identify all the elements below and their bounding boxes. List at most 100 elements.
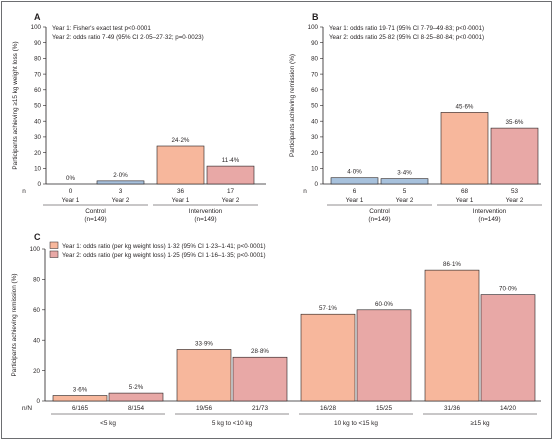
n-row-label: n/N [22, 405, 32, 412]
y-tick-label: 50 [34, 103, 41, 110]
bar-n-count: 5 [403, 188, 407, 195]
y-tick-label: 10 [311, 166, 318, 173]
panel-letter: B [312, 12, 319, 22]
y-tick-label: 50 [311, 103, 318, 110]
bar-value-label: 28·8% [251, 348, 269, 355]
bar-n-count: 0 [69, 188, 73, 195]
bar-n-count: 53 [511, 188, 519, 195]
bar-year-label: Year 1 [346, 197, 364, 204]
bar-year-label: Year 2 [112, 197, 130, 204]
group-n: (n=149) [478, 216, 500, 223]
bar-value-label: 24·2% [172, 137, 190, 144]
bar-value-label: 5·2% [129, 384, 144, 391]
panel-c: C 0 20 40 60 80 100 Participants achieving remi… [11, 232, 541, 427]
bar-n-count: 15/25 [376, 405, 392, 412]
panel-b: B 0 10 20 30 40 50 60 70 80 90 100 Participants achi… [289, 12, 542, 223]
group-n: (n=149) [368, 216, 390, 223]
group-n: (n=149) [194, 216, 216, 223]
bar-year-label: Year 1 [172, 197, 190, 204]
category-label: ≥15 kg [470, 420, 490, 427]
bar-n-count: 14/20 [500, 405, 516, 412]
bar-n-count: 68 [461, 188, 469, 195]
y-tick-label: 0 [37, 398, 41, 405]
n-row-label: n [303, 188, 307, 195]
bar-value-label: 2·0% [113, 172, 128, 179]
panel-letter: C [34, 232, 41, 242]
bar-n-count: 21/73 [252, 405, 268, 412]
y-tick-label: 70 [311, 71, 318, 78]
y-tick-label: 60 [311, 87, 318, 94]
bar-value-label: 45·6% [456, 103, 474, 110]
bar [330, 177, 379, 185]
bar-n-count: 36 [177, 188, 185, 195]
stat-note: Year 1: Fisher's exact test p<0·0001 [52, 25, 151, 32]
y-tick-label: 100 [30, 246, 41, 253]
bar-value-label: 0% [66, 175, 75, 182]
bar-value-label: 70·0% [499, 286, 517, 293]
bar [176, 349, 232, 402]
bar-value-label: 33·9% [195, 340, 213, 347]
category-label: 5 kg to <10 kg [212, 420, 253, 427]
y-tick-label: 100 [31, 24, 42, 31]
stat-note: Year 1: odds ratio 19·71 (95% CI 7·79–49… [329, 25, 484, 32]
y-tick-label: 90 [34, 40, 41, 47]
category-label: <5 kg [100, 420, 116, 427]
y-tick-label: 10 [34, 166, 41, 173]
y-tick-label: 20 [33, 368, 40, 375]
y-tick-label: 40 [34, 118, 41, 125]
y-tick-label: 30 [311, 134, 318, 141]
bar-value-label: 35·6% [506, 119, 524, 126]
group-name: Control [85, 208, 106, 215]
group-name: Intervention [473, 208, 507, 215]
bar-value-label: 3·6% [73, 387, 88, 394]
bar [156, 145, 205, 185]
y-tick-label: 40 [311, 118, 318, 125]
bar-n-count: 16/28 [320, 405, 336, 412]
bar-value-label: 11·4% [222, 157, 240, 164]
y-tick-label: 60 [33, 307, 40, 314]
y-axis-title: Participants achieving remission (%) [11, 274, 18, 377]
bar [52, 395, 108, 402]
bar [356, 309, 412, 402]
bar-year-label: Year 1 [62, 197, 80, 204]
legend-swatch [49, 250, 59, 258]
bar [232, 356, 288, 402]
y-axis-title: Participants achieving ≥15 kg weight los… [12, 41, 19, 169]
bar-n-count: 8/154 [128, 405, 144, 412]
y-tick-label: 20 [34, 150, 41, 157]
bar-value-label: 3·4% [397, 170, 412, 177]
y-tick-label: 0 [38, 181, 42, 188]
bar [490, 127, 539, 185]
y-tick-label: 70 [34, 71, 41, 78]
bar-year-label: Year 2 [222, 197, 240, 204]
bar-year-label: Year 2 [396, 197, 414, 204]
y-tick-label: 40 [33, 337, 40, 344]
bar-value-label: 60·0% [375, 301, 393, 308]
bar [108, 392, 164, 402]
legend-label: Year 2: odds ratio (per kg weight loss) … [62, 252, 266, 259]
bar-year-label: Year 1 [456, 197, 474, 204]
group-name: Control [369, 208, 390, 215]
bar [380, 178, 429, 185]
bar-n-count: 31/36 [444, 405, 460, 412]
bar-value-label: 86·1% [443, 261, 461, 268]
y-tick-label: 100 [308, 24, 319, 31]
bar-value-label: 4·0% [347, 169, 362, 176]
y-tick-label: 90 [311, 40, 318, 47]
bar-n-count: 6 [353, 188, 357, 195]
bar [206, 165, 255, 185]
bar-value-label: 57·1% [319, 305, 337, 312]
y-axis-title: Participants achieving remission (%) [289, 54, 296, 157]
panel-letter: A [34, 12, 41, 22]
bar-n-count: 3 [119, 188, 123, 195]
bar-n-count: 17 [227, 188, 235, 195]
y-tick-label: 80 [311, 56, 318, 63]
y-tick-label: 20 [311, 150, 318, 157]
bar [300, 313, 356, 402]
bar [440, 112, 489, 185]
legend-swatch [49, 241, 59, 249]
y-tick-label: 0 [315, 181, 319, 188]
bar [424, 269, 480, 402]
